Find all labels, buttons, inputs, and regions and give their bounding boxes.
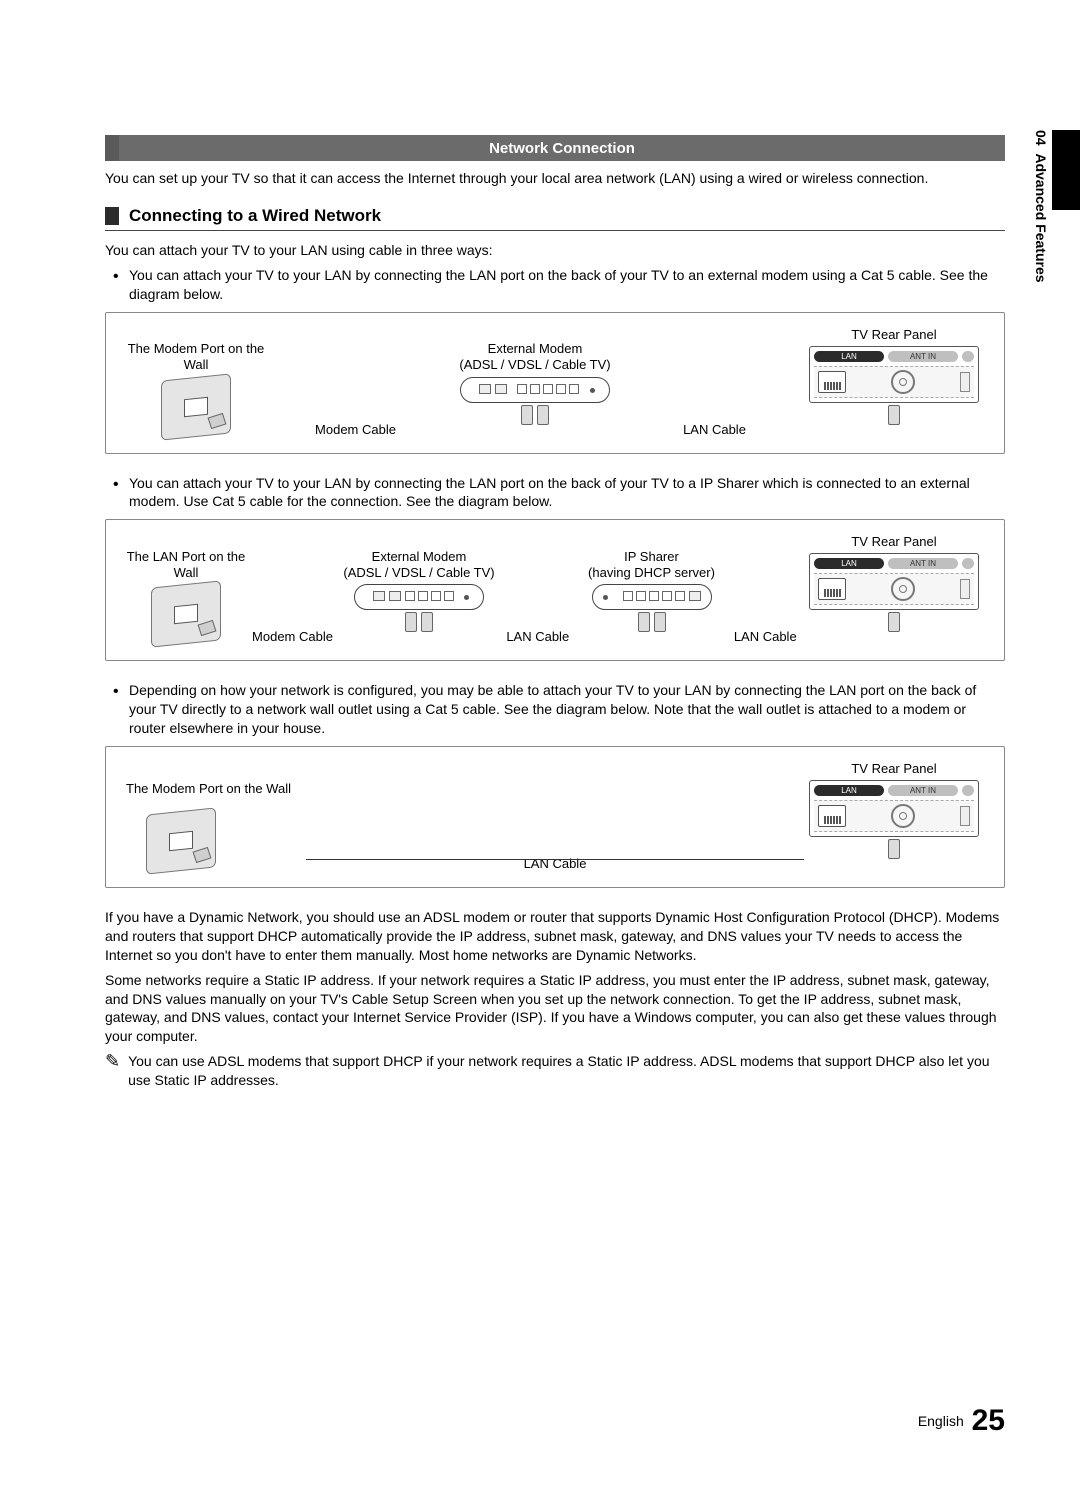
note-text: You can use ADSL modems that support DHC… <box>128 1052 1005 1090</box>
d2-wall-label: The LAN Port on the Wall <box>126 549 246 580</box>
d1-wall-label: The Modem Port on the Wall <box>126 341 266 372</box>
d1-modem-label: External Modem <box>488 341 583 356</box>
page-footer: English 25 <box>918 1404 1005 1438</box>
d2-modem-sub: (ADSL / VDSL / Cable TV) <box>343 565 494 580</box>
modem-icon <box>460 377 610 403</box>
rj45-port-icon <box>818 371 846 393</box>
bullet-list: You can attach your TV to your LAN by co… <box>105 266 1005 304</box>
section-header-lead <box>105 135 119 161</box>
wall-port-icon <box>161 373 231 440</box>
note-icon: ✎ <box>105 1052 120 1070</box>
footer-page: 25 <box>972 1404 1005 1437</box>
subsection-header: Connecting to a Wired Network <box>105 206 1005 231</box>
chapter-name: Advanced Features <box>1033 153 1049 282</box>
d2-lan-cable-2: LAN Cable <box>734 629 797 644</box>
tv-rear-panel-icon: LAN ANT IN <box>809 553 979 610</box>
router-icon <box>592 584 712 610</box>
coax-port-icon <box>891 370 915 394</box>
diagram-3: The Modem Port on the Wall LAN Cable TV … <box>105 746 1005 888</box>
section-title: Network Connection <box>119 135 1005 161</box>
tv-rear-panel-icon: LAN ANT IN <box>809 780 979 837</box>
d2-modem-label: External Modem <box>372 549 467 564</box>
ant-chip: ANT IN <box>888 351 958 362</box>
d2-modem-cable: Modem Cable <box>252 629 333 644</box>
paragraph-dhcp: If you have a Dynamic Network, you shoul… <box>105 908 1005 965</box>
wall-port-icon <box>146 807 216 874</box>
d3-wall-label: The Modem Port on the Wall <box>126 781 291 797</box>
bullet-list-2: You can attach your TV to your LAN by co… <box>105 474 1005 512</box>
lead-text: You can attach your TV to your LAN using… <box>105 241 1005 260</box>
bullet-list-3: Depending on how your network is configu… <box>105 681 1005 738</box>
bullet-3: Depending on how your network is configu… <box>129 681 1005 738</box>
chapter-number: 04 <box>1033 130 1049 146</box>
diagram-2: The LAN Port on the Wall Modem Cable Ext… <box>105 519 1005 661</box>
thumb-tab-edge <box>1052 130 1080 210</box>
footer-lang: English <box>918 1413 964 1429</box>
subsection-title: Connecting to a Wired Network <box>129 206 381 226</box>
d2-sharer-sub: (having DHCP server) <box>588 565 715 580</box>
diagram-1: The Modem Port on the Wall Modem Cable E… <box>105 312 1005 454</box>
tv-rear-panel-icon: LAN ANT IN <box>809 346 979 403</box>
d1-modem-sub: (ADSL / VDSL / Cable TV) <box>459 357 610 372</box>
subsection-bullet <box>105 207 119 225</box>
paragraph-static: Some networks require a Static IP addres… <box>105 971 1005 1047</box>
d1-modem-cable: Modem Cable <box>315 422 396 437</box>
bullet-1: You can attach your TV to your LAN by co… <box>129 266 1005 304</box>
modem-icon <box>354 584 484 610</box>
page-content: Network Connection You can set up your T… <box>105 135 1005 1090</box>
bullet-2: You can attach your TV to your LAN by co… <box>129 474 1005 512</box>
d2-sharer-label: IP Sharer <box>624 549 679 564</box>
lan-chip: LAN <box>814 351 884 362</box>
d1-tv-label: TV Rear Panel <box>851 327 936 342</box>
d2-lan-cable-1: LAN Cable <box>506 629 569 644</box>
wall-port-icon <box>151 581 221 648</box>
intro-text: You can set up your TV so that it can ac… <box>105 169 1005 188</box>
d2-tv-label: TV Rear Panel <box>851 534 936 549</box>
note-row: ✎ You can use ADSL modems that support D… <box>105 1052 1005 1090</box>
section-header: Network Connection <box>105 135 1005 161</box>
side-tab: 04 Advanced Features <box>1028 130 1050 283</box>
d3-tv-label: TV Rear Panel <box>851 761 936 776</box>
d1-lan-cable: LAN Cable <box>683 422 746 437</box>
